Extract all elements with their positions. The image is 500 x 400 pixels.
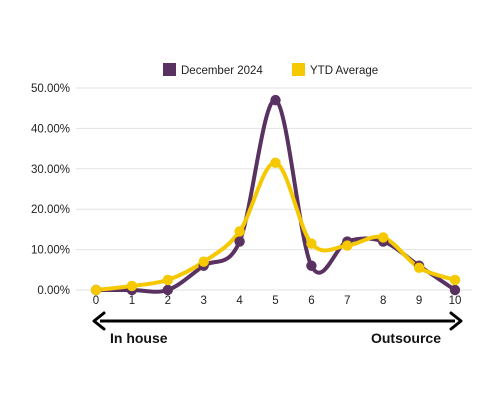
data-point-ytd-average [90, 284, 102, 296]
y-axis: 0.00% 10.00% 20.00% 30.00% 40.00% 50.00% [31, 83, 70, 297]
x-tick-label: 2 [165, 295, 171, 307]
y-tick-label: 30.00% [31, 164, 70, 176]
data-point-ytd-average [306, 238, 317, 249]
x-tick-label: 4 [236, 295, 243, 307]
scale-arrow: In house Outsource [92, 311, 463, 346]
x-tick-label: 5 [272, 295, 278, 307]
legend-label-ytd-average: YTD Average [310, 65, 378, 77]
y-tick-label: 0.00% [37, 285, 70, 297]
legend: December 2024 YTD Average [163, 63, 378, 77]
data-point-ytd-average [270, 157, 281, 168]
x-tick-label: 7 [344, 295, 350, 307]
data-point-ytd-average [198, 256, 209, 267]
in-house-label: In house [110, 330, 168, 346]
legend-label-december-2024: December 2024 [181, 65, 263, 77]
data-point-ytd-average [126, 280, 138, 292]
data-point-ytd-average [234, 226, 245, 237]
y-tick-label: 20.00% [31, 204, 70, 216]
data-point-december-2024 [306, 260, 317, 271]
series-points [90, 94, 461, 296]
y-tick-label: 50.00% [31, 83, 70, 95]
x-tick-label: 3 [200, 295, 206, 307]
series-line-ytd-average [94, 160, 457, 292]
x-tick-label: 9 [416, 295, 422, 307]
data-point-december-2024 [270, 94, 281, 106]
data-point-ytd-average [342, 240, 353, 251]
x-tick-label: 8 [380, 295, 386, 307]
scale-arrow-right-head [449, 311, 463, 331]
data-point-december-2024 [234, 236, 245, 247]
legend-swatch-ytd-average [292, 63, 305, 76]
grid-lines [76, 87, 472, 291]
x-tick-label: 0 [93, 295, 99, 307]
data-point-december-2024 [162, 284, 173, 296]
y-tick-label: 40.00% [31, 123, 70, 135]
data-point-ytd-average [413, 262, 425, 273]
legend-swatch-december-2024 [163, 63, 176, 76]
x-tick-label: 1 [129, 295, 135, 307]
x-tick-label: 6 [308, 295, 314, 307]
outsource-label: Outsource [371, 330, 441, 346]
x-axis: 0 1 2 3 4 5 6 7 8 9 10 [93, 295, 462, 307]
y-tick-label: 10.00% [31, 245, 70, 257]
data-point-december-2024 [449, 284, 461, 296]
data-point-ytd-average [378, 232, 389, 243]
scale-arrow-left-head [92, 311, 106, 331]
data-point-ytd-average [162, 274, 173, 286]
data-point-ytd-average [449, 274, 461, 286]
x-tick-label: 10 [449, 295, 462, 307]
